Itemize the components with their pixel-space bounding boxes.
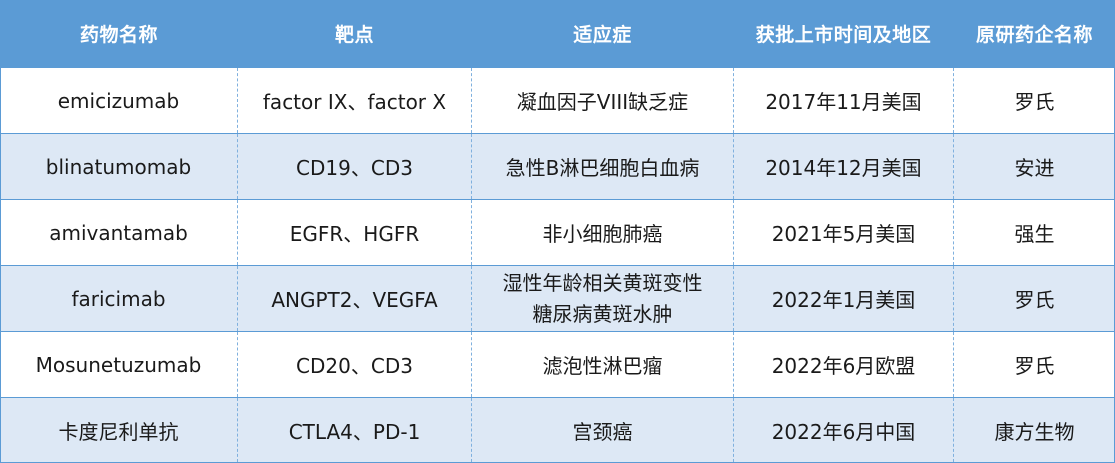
- indication-cell: 宫颈癌: [471, 398, 733, 462]
- company-cell: 强生: [953, 200, 1115, 265]
- header-drug-name: 药物名称: [79, 24, 158, 46]
- approval-cell: 2022年1月美国: [733, 266, 953, 331]
- company-cell: 康方生物: [953, 398, 1115, 462]
- company-cell: 罗氏: [953, 68, 1115, 133]
- target-cell: CTLA4、PD-1: [237, 398, 471, 462]
- drug-name-cell: faricimab: [71, 286, 166, 311]
- header-indication: 适应症: [573, 24, 632, 46]
- header-company: 原研药企名称: [975, 24, 1093, 46]
- indication-line: 糖尿病黄斑水肿: [532, 301, 673, 326]
- indication-cell: 湿性年龄相关黄斑变性 糖尿病黄斑水肿: [471, 266, 733, 331]
- header-target: 靶点: [334, 24, 374, 46]
- company-cell: 罗氏: [953, 332, 1115, 397]
- header-approval: 获批上市时间及地区: [755, 24, 932, 46]
- company-cell: 罗氏: [953, 266, 1115, 331]
- table-row: 卡度尼利单抗 CTLA4、PD-1 宫颈癌 2022年6月中国 康方生物: [0, 397, 1115, 463]
- approval-cell: 2022年6月中国: [733, 398, 953, 462]
- indication-cell: 凝血因子VIII缺乏症: [471, 68, 733, 133]
- approval-cell: 2014年12月美国: [733, 134, 953, 199]
- table-row: faricimab ANGPT2、VEGFA 湿性年龄相关黄斑变性 糖尿病黄斑水…: [0, 265, 1115, 331]
- drug-name-cell: blinatumomab: [45, 154, 192, 179]
- target-cell: factor IX、factor X: [237, 68, 471, 133]
- indication-line: 湿性年龄相关黄斑变性: [502, 270, 703, 295]
- approval-cell: 2022年6月欧盟: [733, 332, 953, 397]
- table-row: emicizumab factor IX、factor X 凝血因子VIII缺乏…: [0, 67, 1115, 133]
- drug-name-cell: 卡度尼利单抗: [58, 419, 179, 444]
- indication-cell: 急性B淋巴细胞白血病: [471, 134, 733, 199]
- table-row: Mosunetuzumab CD20、CD3 滤泡性淋巴瘤 2022年6月欧盟 …: [0, 331, 1115, 397]
- drug-name-cell: emicizumab: [57, 88, 180, 113]
- table-row: amivantamab EGFR、HGFR 非小细胞肺癌 2021年5月美国 强…: [0, 199, 1115, 265]
- target-cell: CD19、CD3: [237, 134, 471, 199]
- target-cell: EGFR、HGFR: [237, 200, 471, 265]
- approval-cell: 2021年5月美国: [733, 200, 953, 265]
- drug-name-cell: Mosunetuzumab: [35, 352, 202, 377]
- table-header-row: 药物名称 靶点 适应症 获批上市时间及地区 原研药企名称: [0, 0, 1115, 67]
- approval-cell: 2017年11月美国: [733, 68, 953, 133]
- target-cell: CD20、CD3: [237, 332, 471, 397]
- indication-cell: 滤泡性淋巴瘤: [471, 332, 733, 397]
- table-row: blinatumomab CD19、CD3 急性B淋巴细胞白血病 2014年12…: [0, 133, 1115, 199]
- company-cell: 安进: [953, 134, 1115, 199]
- drug-name-cell: amivantamab: [49, 220, 188, 245]
- target-cell: ANGPT2、VEGFA: [237, 266, 471, 331]
- indication-cell: 非小细胞肺癌: [471, 200, 733, 265]
